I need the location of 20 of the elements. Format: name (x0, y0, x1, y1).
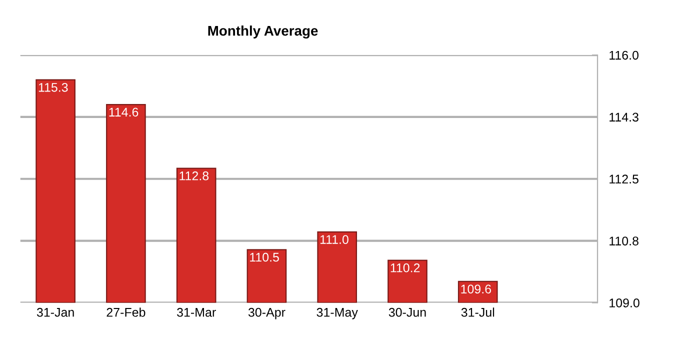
y-tick-label: 109.0 (610, 298, 640, 308)
x-tick-label: 31-Mar (177, 308, 216, 317)
y-tick-label: 110.8 (610, 236, 638, 246)
data-label: 112.8 (180, 171, 209, 180)
y-tick-label: 114.3 (610, 112, 638, 122)
y-tick-label: 116.0 (610, 50, 638, 60)
x-tick-label: 30-Apr (248, 308, 286, 320)
data-label: 110.5 (250, 252, 279, 262)
x-tick-label: 31-Jan (36, 308, 74, 317)
data-label: 109.6 (461, 284, 491, 294)
x-tick-label: 27-Feb (106, 308, 146, 317)
chart-title: Monthly Average (208, 26, 318, 39)
data-label: 114.6 (109, 108, 138, 117)
x-tick-label: 31-Jul (461, 308, 494, 317)
y-tick-label: 112.5 (610, 174, 638, 184)
data-label: 115.3 (38, 82, 68, 92)
x-tick-label: 31-May (316, 308, 358, 320)
data-label: 111.0 (320, 235, 348, 244)
data-label: 110.2 (390, 263, 420, 272)
x-tick-label: 30-Jun (388, 308, 426, 317)
